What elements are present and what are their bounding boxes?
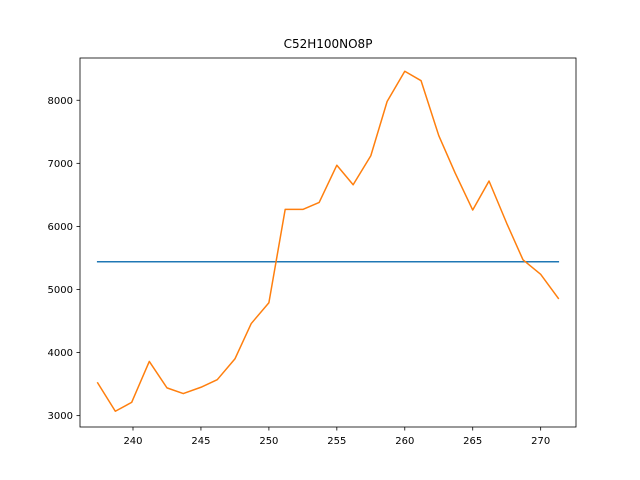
y-axis: 3000 4000 5000 6000 7000 8000 <box>48 96 80 422</box>
y-tick-label: 7000 <box>48 159 73 170</box>
plot-frame <box>79 57 577 428</box>
x-tick-label: 255 <box>327 436 346 447</box>
y-tick-label: 4000 <box>48 348 73 359</box>
y-tick-label: 5000 <box>48 285 73 296</box>
series-line-2 <box>96 70 560 412</box>
y-tick-label: 6000 <box>48 222 73 233</box>
x-tick-label: 250 <box>259 436 278 447</box>
x-tick-label: 240 <box>123 436 142 447</box>
chart-title: C52H100NO8P <box>284 37 373 51</box>
x-axis: 240 245 250 255 260 265 270 <box>123 427 550 447</box>
x-tick-label: 270 <box>531 436 550 447</box>
x-tick-label: 245 <box>191 436 210 447</box>
series-layer <box>96 70 560 412</box>
x-tick-label: 260 <box>395 436 414 447</box>
y-tick-label: 3000 <box>48 411 73 422</box>
y-tick-label: 8000 <box>48 96 73 107</box>
x-tick-label: 265 <box>463 436 482 447</box>
